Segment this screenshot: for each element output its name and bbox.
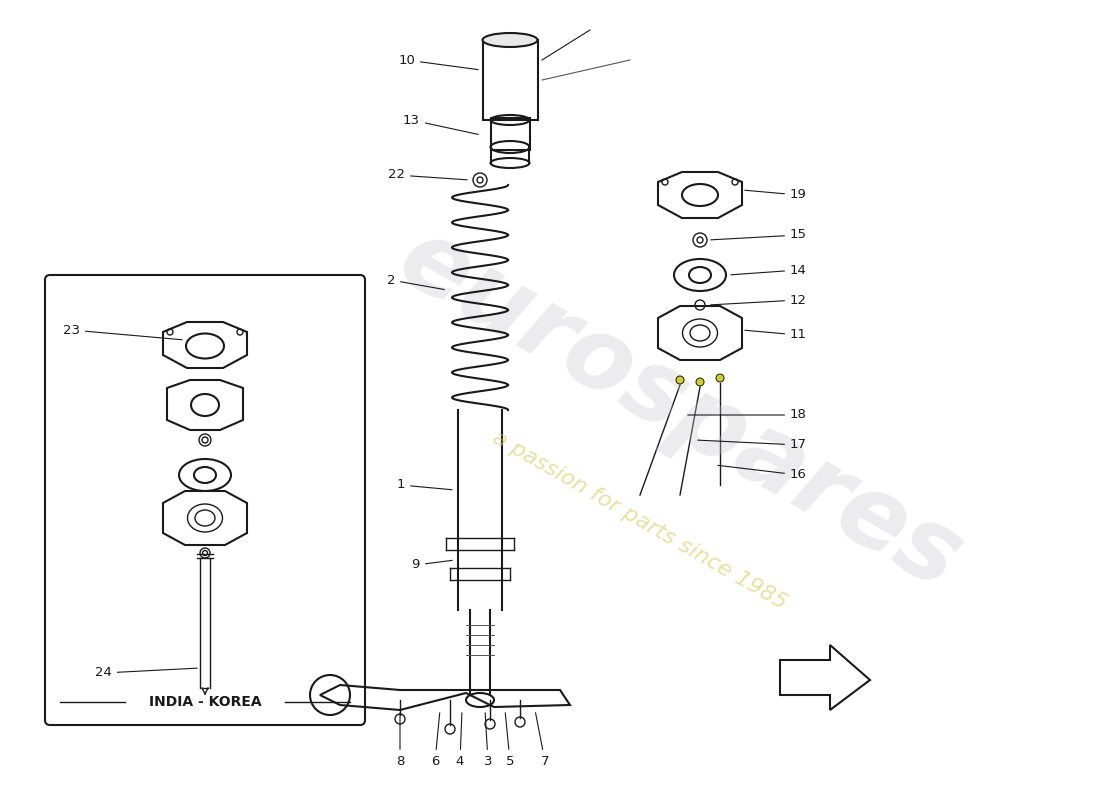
Text: 5: 5 xyxy=(505,713,515,768)
Text: 3: 3 xyxy=(484,713,493,768)
Text: 22: 22 xyxy=(388,169,467,182)
Text: 13: 13 xyxy=(403,114,478,134)
Text: 2: 2 xyxy=(386,274,444,290)
FancyBboxPatch shape xyxy=(45,275,365,725)
Circle shape xyxy=(676,376,684,384)
Text: eurospares: eurospares xyxy=(382,210,978,610)
Text: INDIA - KOREA: INDIA - KOREA xyxy=(148,695,262,709)
Circle shape xyxy=(696,378,704,386)
Text: 17: 17 xyxy=(697,438,807,451)
Ellipse shape xyxy=(483,33,538,47)
Text: 1: 1 xyxy=(396,478,452,491)
Text: 14: 14 xyxy=(730,263,807,277)
Text: 9: 9 xyxy=(411,558,452,571)
Bar xyxy=(483,40,538,120)
Text: 15: 15 xyxy=(711,229,807,242)
Text: 18: 18 xyxy=(688,409,807,422)
Text: 16: 16 xyxy=(718,466,807,482)
Text: 12: 12 xyxy=(711,294,807,306)
Text: 10: 10 xyxy=(398,54,478,70)
Text: 4: 4 xyxy=(455,713,464,768)
Text: 8: 8 xyxy=(396,713,404,768)
Text: a passion for parts since 1985: a passion for parts since 1985 xyxy=(490,427,791,613)
Text: 19: 19 xyxy=(745,189,807,202)
Text: 11: 11 xyxy=(745,329,807,342)
Text: 7: 7 xyxy=(536,713,549,768)
Text: 23: 23 xyxy=(63,323,183,340)
Text: 6: 6 xyxy=(431,713,440,768)
Circle shape xyxy=(716,374,724,382)
Bar xyxy=(491,118,530,150)
Text: 24: 24 xyxy=(95,666,197,679)
